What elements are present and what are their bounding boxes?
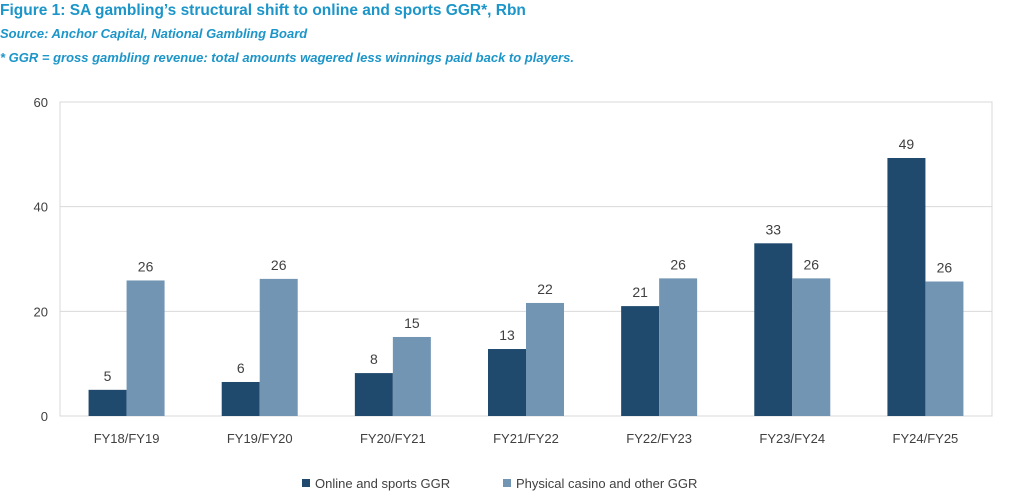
data-label: 22 <box>537 281 553 297</box>
data-label: 8 <box>370 351 378 367</box>
bar <box>488 349 526 416</box>
data-label: 26 <box>670 256 686 272</box>
data-label: 15 <box>404 315 420 331</box>
bar <box>221 381 260 416</box>
y-tick-label: 20 <box>34 304 48 319</box>
bar <box>392 336 431 416</box>
data-label: 6 <box>237 360 245 376</box>
x-tick-label: FY23/FY24 <box>759 431 825 446</box>
bar <box>126 280 165 416</box>
bar <box>354 373 393 416</box>
data-label: 21 <box>632 284 648 300</box>
bar <box>754 243 793 416</box>
data-label: 26 <box>937 260 953 276</box>
y-axis: 0 20 40 60 <box>34 95 48 424</box>
bar <box>887 157 926 416</box>
x-tick-label: FY21/FY22 <box>493 431 559 446</box>
data-label: 5 <box>104 368 112 384</box>
legend-swatch <box>302 479 310 487</box>
x-tick-label: FY24/FY25 <box>893 431 959 446</box>
data-labels: 5 26 6 26 8 15 13 22 21 26 33 26 49 26 <box>104 136 953 384</box>
data-label: 26 <box>803 256 819 272</box>
legend-swatch <box>503 479 511 487</box>
bar <box>88 389 127 416</box>
bar <box>925 281 964 416</box>
legend-label: Online and sports GGR <box>315 476 450 491</box>
data-label: 26 <box>271 257 287 273</box>
x-tick-label: FY18/FY19 <box>94 431 160 446</box>
x-tick-label: FY19/FY20 <box>227 431 293 446</box>
legend-label: Physical casino and other GGR <box>516 476 697 491</box>
chart-source: Source: Anchor Capital, National Gamblin… <box>0 26 308 41</box>
bar <box>792 278 831 416</box>
bar <box>526 302 564 416</box>
y-tick-label: 0 <box>41 409 48 424</box>
y-tick-label: 60 <box>34 95 48 110</box>
data-label: 26 <box>138 258 154 274</box>
bar <box>659 278 698 416</box>
data-label: 33 <box>765 221 781 237</box>
data-label: 13 <box>499 327 515 343</box>
legend: Online and sports GGR Physical casino and… <box>302 476 697 491</box>
x-tick-label: FY22/FY23 <box>626 431 692 446</box>
x-axis: FY18/FY19 FY19/FY20 FY20/FY21 FY21/FY22 FY22… <box>94 431 959 446</box>
data-label: 49 <box>899 136 915 152</box>
x-tick-label: FY20/FY21 <box>360 431 426 446</box>
bars <box>88 157 964 416</box>
chart-footnote: * GGR = gross gambling revenue: total am… <box>0 50 574 65</box>
bar <box>259 278 298 416</box>
y-tick-label: 40 <box>34 200 48 215</box>
bar <box>621 306 660 416</box>
chart-title: Figure 1: SA gambling’s structural shift… <box>0 2 526 19</box>
